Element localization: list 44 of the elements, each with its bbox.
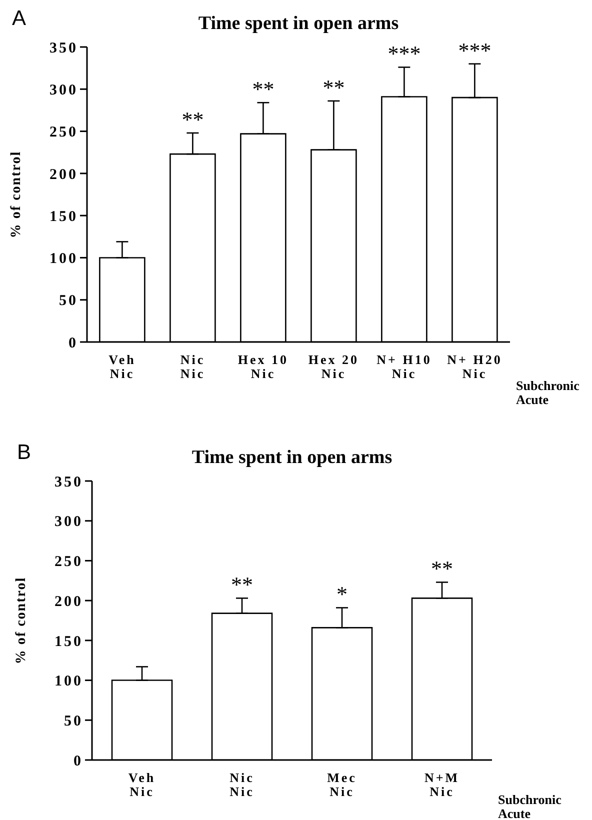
y-tick-label: 300 [54, 514, 83, 530]
text: Acute [498, 806, 531, 820]
y-tick-label: 150 [54, 634, 83, 650]
x-tick-label: Veh Nic [128, 770, 156, 799]
text: A [12, 7, 26, 30]
text: Subchronic [498, 792, 562, 807]
chart-title: Time spent in open arms [192, 447, 392, 468]
y-axis-title: % of control [14, 576, 29, 664]
y-tick-label: 0 [74, 753, 83, 770]
y-tick-label: 150 [50, 208, 78, 225]
text: Acute [516, 392, 549, 407]
data-label: ** [252, 76, 274, 102]
y-tick-label: 350 [54, 474, 83, 490]
x-tick-label: N+M Nic [424, 770, 460, 799]
y-tick-label: 0 [68, 335, 78, 352]
y-tick-label: 350 [50, 40, 78, 56]
data-label: ** [182, 106, 204, 132]
data-label: *** [458, 38, 492, 63]
data-label: ** [231, 572, 253, 598]
data-label: ** [431, 556, 453, 582]
y-tick-label: 50 [64, 713, 83, 730]
x-tick-label: Hex 20 Nic [308, 352, 360, 381]
x-tick-label: Nic Nic [180, 352, 206, 381]
x-tick-label: Nic Nic [230, 770, 254, 799]
x-tick-label: Hex 10 Nic [238, 352, 289, 381]
text: B [17, 441, 32, 464]
y-tick-label: 250 [50, 124, 78, 141]
x-tick-label: N+ H20 Nic [447, 352, 502, 381]
x-tick-label: N+ H10 Nic [376, 352, 432, 381]
y-tick-label: 300 [50, 82, 78, 98]
data-label: ** [322, 74, 345, 100]
text: Subchronic [516, 378, 580, 393]
y-tick-label: 200 [50, 166, 78, 183]
y-tick-label: 50 [59, 293, 78, 310]
x-tick-label: Veh Nic [108, 352, 136, 381]
chart-title: Time spent in open arms [198, 13, 399, 34]
y-tick-label: 100 [50, 251, 78, 268]
data-label: *** [388, 41, 421, 66]
y-tick-label: 100 [54, 674, 83, 690]
y-tick-label: 250 [54, 554, 83, 570]
y-tick-label: 200 [54, 594, 83, 610]
y-axis-title: % of control [8, 150, 24, 238]
x-tick-label: Mec Nic [327, 770, 357, 799]
data-label: * [336, 582, 348, 607]
